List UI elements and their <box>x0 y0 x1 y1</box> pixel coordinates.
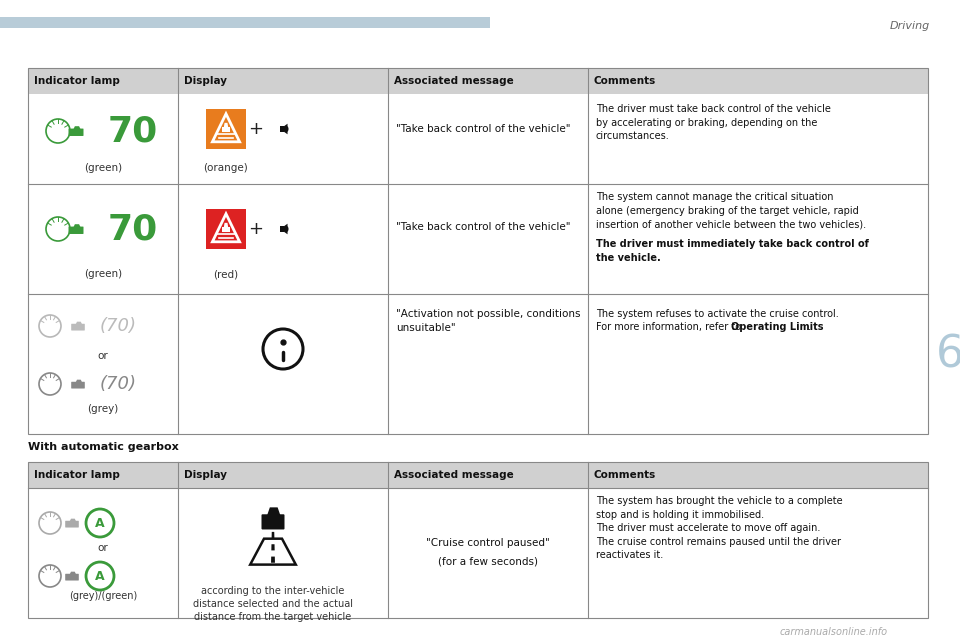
Polygon shape <box>271 557 275 563</box>
Text: .: . <box>808 322 811 332</box>
Text: (70): (70) <box>100 375 137 393</box>
Text: (70): (70) <box>100 317 137 335</box>
Bar <box>28 462 928 618</box>
Polygon shape <box>74 224 81 227</box>
Bar <box>28 68 928 434</box>
Text: 70: 70 <box>108 114 158 148</box>
Bar <box>223 227 229 232</box>
Text: (for a few seconds): (for a few seconds) <box>438 556 538 566</box>
Polygon shape <box>224 223 228 227</box>
Polygon shape <box>76 322 82 324</box>
Polygon shape <box>212 114 240 142</box>
Text: Operating Limits: Operating Limits <box>731 322 824 332</box>
Text: The system has brought the vehicle to a complete
stop and is holding it immobili: The system has brought the vehicle to a … <box>596 496 843 561</box>
Bar <box>223 127 229 132</box>
FancyBboxPatch shape <box>71 324 84 330</box>
Text: Comments: Comments <box>594 470 657 480</box>
Bar <box>28 68 928 94</box>
Bar <box>206 109 246 149</box>
Text: "Take back control of the vehicle": "Take back control of the vehicle" <box>396 124 570 134</box>
Text: according to the inter-vehicle
distance selected and the actual
distance from th: according to the inter-vehicle distance … <box>193 586 353 622</box>
Bar <box>28 294 928 434</box>
Text: +: + <box>249 220 263 238</box>
Text: 6: 6 <box>936 333 960 376</box>
Text: (orange): (orange) <box>204 163 249 173</box>
FancyBboxPatch shape <box>65 574 79 580</box>
Polygon shape <box>74 126 81 129</box>
Text: "Activation not possible, conditions
unsuitable": "Activation not possible, conditions uns… <box>396 309 581 333</box>
Text: +: + <box>249 120 263 138</box>
Polygon shape <box>283 124 288 134</box>
Polygon shape <box>267 508 280 515</box>
Text: Display: Display <box>184 76 227 86</box>
Text: (grey)/(green): (grey)/(green) <box>69 591 137 601</box>
Polygon shape <box>212 214 240 242</box>
Bar <box>279 227 283 232</box>
Polygon shape <box>224 123 228 127</box>
Bar <box>206 209 246 249</box>
Bar <box>28 184 928 294</box>
Polygon shape <box>70 572 76 574</box>
Text: A: A <box>95 570 105 583</box>
Text: Display: Display <box>184 470 227 480</box>
Text: "Take back control of the vehicle": "Take back control of the vehicle" <box>396 222 570 232</box>
FancyBboxPatch shape <box>71 382 84 388</box>
Bar <box>28 94 928 184</box>
Polygon shape <box>76 380 82 382</box>
Text: Indicator lamp: Indicator lamp <box>34 470 120 480</box>
Polygon shape <box>283 223 288 234</box>
Text: 70: 70 <box>108 212 158 246</box>
Bar <box>279 127 283 132</box>
Text: (green): (green) <box>84 163 122 173</box>
Text: The system refuses to activate the cruise control.: The system refuses to activate the cruis… <box>596 309 839 319</box>
FancyBboxPatch shape <box>68 227 84 234</box>
Text: The driver must take back control of the vehicle
by accelerating or braking, dep: The driver must take back control of the… <box>596 104 830 141</box>
Text: Indicator lamp: Indicator lamp <box>34 76 120 86</box>
FancyBboxPatch shape <box>261 515 284 529</box>
Text: (red): (red) <box>213 269 239 279</box>
Bar <box>0 17 490 28</box>
Text: The driver must immediately take back control of
the vehicle.: The driver must immediately take back co… <box>596 239 869 262</box>
Text: (green): (green) <box>84 269 122 279</box>
Polygon shape <box>272 544 275 550</box>
Polygon shape <box>70 518 76 521</box>
Text: The system cannot manage the critical situation
alone (emergency braking of the : The system cannot manage the critical si… <box>596 192 866 229</box>
Text: With automatic gearbox: With automatic gearbox <box>28 442 179 452</box>
FancyBboxPatch shape <box>65 521 79 527</box>
Text: Associated message: Associated message <box>394 470 514 480</box>
Polygon shape <box>272 532 275 538</box>
Bar <box>28 462 928 488</box>
Text: Comments: Comments <box>594 76 657 86</box>
Text: "Cruise control paused": "Cruise control paused" <box>426 538 550 548</box>
Text: or: or <box>98 351 108 361</box>
FancyBboxPatch shape <box>68 129 84 136</box>
Text: or: or <box>98 543 108 553</box>
Text: A: A <box>95 517 105 530</box>
Text: Driving: Driving <box>890 21 930 31</box>
Text: (grey): (grey) <box>87 404 119 414</box>
Text: carmanualsonline.info: carmanualsonline.info <box>780 627 888 637</box>
Bar <box>28 488 928 618</box>
Text: For more information, refer to: For more information, refer to <box>596 322 744 332</box>
Text: Associated message: Associated message <box>394 76 514 86</box>
